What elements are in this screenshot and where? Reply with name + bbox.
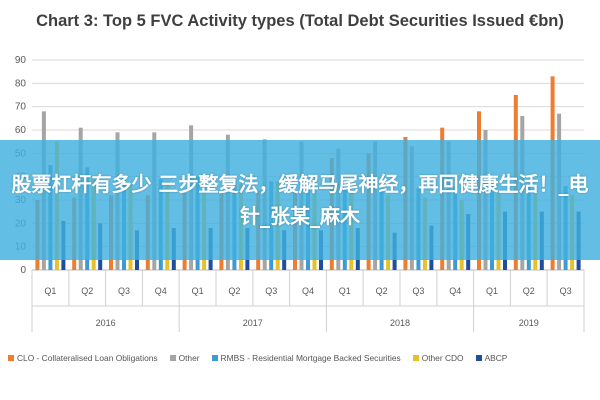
legend-swatch: [169, 355, 176, 361]
x-tick-label: Q1: [339, 286, 351, 296]
legend-swatch: [475, 355, 482, 361]
legend-item: Other: [169, 353, 200, 363]
x-tick-label: Q3: [412, 286, 424, 296]
y-tick-label: 70: [15, 102, 27, 113]
legend-label: RMBS - Residential Mortgage Backed Secur…: [220, 353, 401, 363]
legend-label: Other CDO: [421, 353, 464, 363]
x-tick-label: Q2: [376, 286, 388, 296]
year-group-label: 2018: [390, 318, 410, 328]
y-tick-label: 0: [20, 265, 26, 276]
overlay-banner[interactable]: 股票杠杆有多少 三步整复法，缓解马尾神经，再回健康生活！_电针_张某_麻木: [0, 140, 600, 260]
year-group-label: 2017: [243, 318, 263, 328]
legend-swatch: [211, 355, 218, 361]
year-group-label: 2016: [96, 318, 116, 328]
legend-item: CLO - Collateralised Loan Obligations: [8, 353, 158, 363]
x-tick-label: Q4: [155, 286, 167, 296]
x-tick-label: Q4: [302, 286, 314, 296]
x-tick-label: Q3: [560, 286, 572, 296]
legend-item: Other CDO: [412, 353, 464, 363]
legend-label: CLO - Collateralised Loan Obligations: [17, 353, 158, 363]
banner-text: 股票杠杆有多少 三步整复法，缓解马尾神经，再回健康生活！_电针_张某_麻木: [11, 172, 589, 228]
x-tick-label: Q4: [449, 286, 461, 296]
x-tick-label: Q1: [192, 286, 204, 296]
legend-label: Other: [178, 353, 200, 363]
x-tick-label: Q2: [81, 286, 93, 296]
y-tick-label: 80: [15, 78, 27, 89]
legend-item: RMBS - Residential Mortgage Backed Secur…: [211, 353, 401, 363]
chart-legend: CLO - Collateralised Loan Obligations Oth…: [8, 350, 598, 366]
x-tick-label: Q2: [523, 286, 535, 296]
year-group-label: 2019: [519, 318, 539, 328]
legend-swatch: [412, 355, 419, 361]
x-tick-label: Q1: [44, 286, 56, 296]
chart-title: Chart 3: Top 5 FVC Activity types (Total…: [36, 12, 564, 30]
x-tick-label: Q1: [486, 286, 498, 296]
legend-label: ABCP: [484, 353, 508, 363]
y-tick-label: 60: [15, 125, 27, 136]
x-tick-label: Q3: [265, 286, 277, 296]
y-tick-label: 90: [15, 55, 27, 66]
x-tick-label: Q2: [228, 286, 240, 296]
x-tick-label: Q3: [118, 286, 130, 296]
legend-item: ABCP: [475, 353, 508, 363]
legend-swatch: [8, 355, 14, 361]
